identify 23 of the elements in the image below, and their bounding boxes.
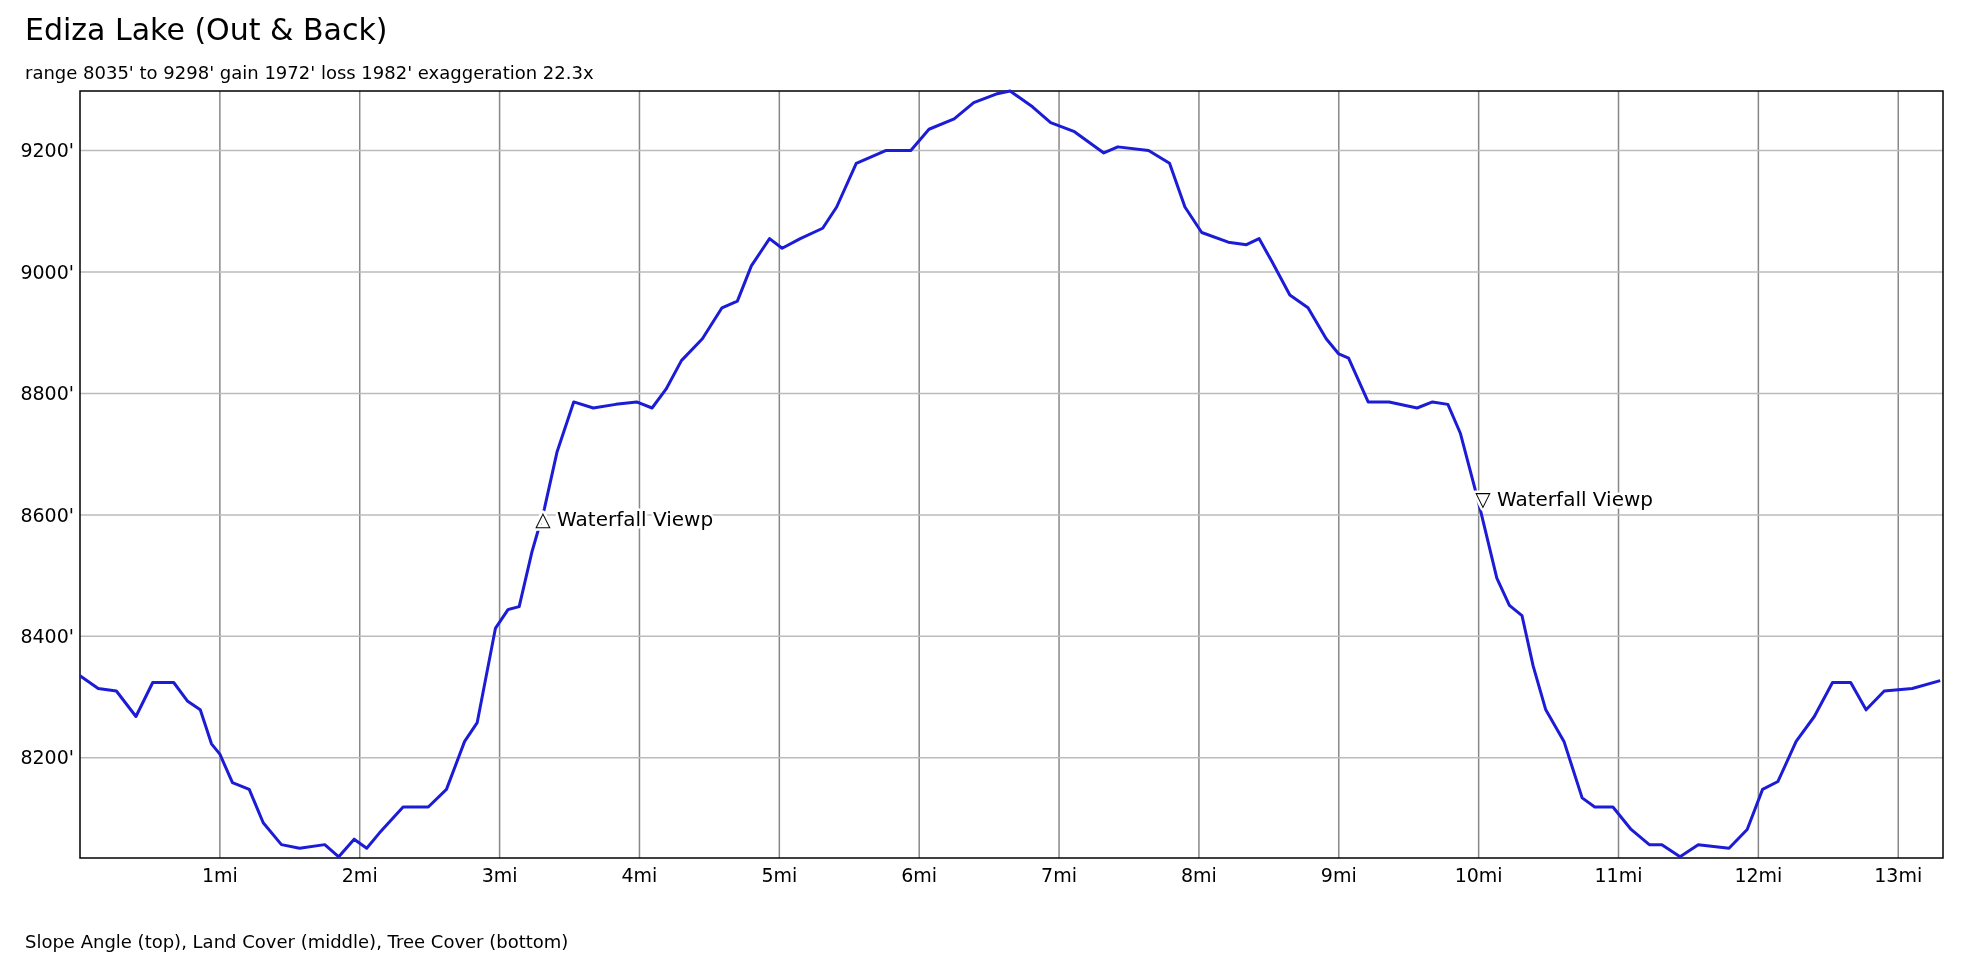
text: Slope Angle (top), Land Cover (middle), Tree Cover (bottom) bbox=[25, 931, 569, 952]
chart-subtitle: range 8035' to 9298' gain 1972' loss 1982' exaggeration 22.3x bbox=[25, 62, 594, 83]
x-tick-label: 1mi bbox=[201, 864, 238, 886]
x-tick-label: 3mi bbox=[481, 864, 518, 886]
line-series bbox=[78, 89, 1942, 859]
y-tick-label: 8800' bbox=[20, 382, 74, 405]
x-tick-label: 10mi bbox=[1454, 864, 1503, 886]
y-tick-label: 8400' bbox=[20, 624, 74, 647]
y-tick-label: 8200' bbox=[20, 746, 74, 769]
x-tick-label: 8mi bbox=[1180, 864, 1217, 886]
x-tick-label: 11mi bbox=[1594, 864, 1643, 886]
x-tick-label: 9mi bbox=[1320, 864, 1357, 886]
x-tick-label: 2mi bbox=[341, 864, 378, 886]
x-tick-label: 4mi bbox=[621, 864, 658, 886]
x-tick-label: 12mi bbox=[1734, 864, 1783, 886]
y-tick-label: 8600' bbox=[20, 503, 74, 526]
x-tick-label: 13mi bbox=[1874, 864, 1923, 886]
x-tick-label: 7mi bbox=[1041, 864, 1077, 886]
y-tick-label: 9200' bbox=[20, 139, 74, 162]
y-tick-label: 9000' bbox=[20, 260, 74, 283]
x-tick-label: 6mi bbox=[901, 864, 938, 886]
x-tick-label: 5mi bbox=[761, 864, 798, 886]
chart-title: Ediza Lake (Out & Back) bbox=[25, 12, 388, 47]
